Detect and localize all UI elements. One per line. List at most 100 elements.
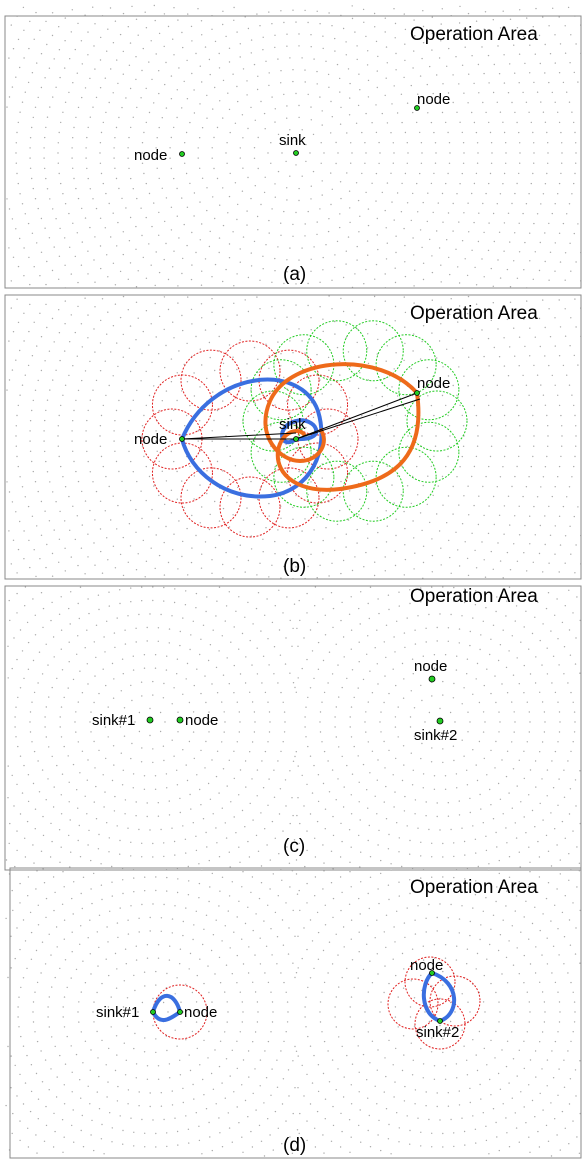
grid-dot (57, 445, 59, 447)
grid-dot (129, 545, 132, 547)
operation-area-border (4, 585, 582, 871)
grid-dot (127, 278, 129, 280)
grid-dot (74, 48, 77, 51)
grid-dot (174, 905, 176, 907)
grid-dot (199, 1064, 201, 1066)
grid-dot (409, 1016, 412, 1018)
grid-dot (75, 731, 77, 733)
grid-dot (356, 245, 358, 248)
grid-dot (295, 972, 298, 974)
grid-dot (342, 27, 345, 30)
grid-dot (131, 742, 133, 745)
grid-dot (394, 651, 396, 653)
grid-dot (377, 55, 379, 58)
grid-dot (242, 1011, 244, 1013)
grid-dot (214, 217, 216, 220)
grid-dot (463, 152, 465, 154)
grid-dot (511, 384, 513, 387)
grid-dot (129, 262, 132, 264)
grid-dot (66, 986, 68, 989)
grid-dot (518, 881, 520, 883)
grid-dot (114, 20, 117, 22)
grid-dot (48, 996, 50, 998)
panel-d-canvas: Operation Area sink#1 node node sink#2 (… (5, 867, 582, 1159)
grid-dot (181, 314, 183, 317)
grid-dot (464, 878, 466, 880)
grid-dot (98, 692, 100, 695)
grid-dot (367, 491, 370, 493)
grid-dot (208, 731, 210, 733)
grid-dot (93, 1001, 95, 1003)
grid-dot (211, 1021, 213, 1023)
grid-dot (566, 496, 568, 498)
grid-dot (362, 1053, 365, 1056)
grid-dot (132, 655, 134, 657)
grid-dot (561, 152, 563, 154)
grid-dot (250, 265, 253, 267)
grid-dot (495, 991, 497, 994)
grid-dot (499, 27, 502, 29)
grid-dot (112, 325, 115, 327)
grid-dot (107, 559, 109, 561)
grid-dot (340, 822, 342, 825)
grid-dot (187, 894, 190, 896)
grid-dot (77, 1011, 79, 1013)
grid-dot (350, 445, 352, 447)
grid-dot (414, 629, 416, 631)
grid-dot (96, 1030, 98, 1033)
grid-dot (204, 329, 207, 331)
grid-dot (358, 641, 360, 643)
grid-dot (280, 222, 282, 224)
grid-dot (322, 552, 324, 554)
grid-dot (350, 846, 352, 848)
grid-dot (112, 545, 115, 547)
grid-dot (350, 996, 353, 998)
grid-dot (385, 914, 388, 916)
grid-dot (554, 486, 556, 488)
grid-dot (461, 993, 463, 995)
grid-dot (365, 1001, 367, 1003)
grid-dot (486, 1064, 488, 1066)
grid-dot (148, 111, 151, 114)
grid-dot (107, 736, 109, 738)
grid-dot (90, 711, 92, 713)
grid-dot (483, 757, 485, 760)
grid-dot (569, 525, 571, 527)
grid-dot (331, 769, 334, 771)
grid-dot (317, 1090, 320, 1093)
grid-dot (436, 930, 438, 932)
grid-dot (206, 377, 208, 380)
grid-dot (27, 1127, 29, 1129)
grid-dot (431, 600, 433, 602)
grid-dot (509, 346, 511, 348)
grid-dot (368, 617, 370, 620)
grid-dot (252, 1041, 254, 1043)
grid-dot (575, 142, 577, 144)
grid-dot (181, 107, 183, 109)
grid-dot (557, 991, 559, 993)
grid-dot (199, 137, 201, 139)
grid-dot (354, 314, 356, 316)
grid-dot (403, 922, 406, 924)
grid-dot (26, 967, 28, 970)
grid-dot (490, 928, 492, 930)
grid-dot (529, 963, 532, 965)
grid-dot (222, 470, 224, 472)
grid-dot (365, 1021, 367, 1023)
grid-dot (572, 902, 574, 904)
grid-dot (558, 465, 561, 468)
grid-dot (384, 492, 386, 495)
grid-dot (58, 613, 61, 615)
grid-dot (454, 1011, 456, 1013)
grid-dot (152, 903, 154, 905)
grid-dot (311, 1082, 314, 1084)
grid-dot (545, 1124, 548, 1127)
grid-dot (274, 121, 276, 123)
grid-dot (332, 834, 335, 837)
grid-dot (247, 906, 249, 908)
grid-dot (487, 54, 490, 57)
red-circle (180, 467, 242, 529)
grid-dot (145, 216, 147, 219)
green-circle (375, 334, 437, 396)
grid-dot (503, 455, 506, 458)
